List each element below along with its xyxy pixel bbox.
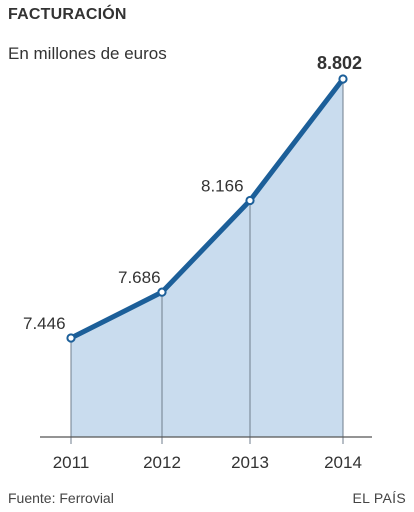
- data-label-2013: 8.166: [201, 176, 244, 195]
- x-tick-label-2014: 2014: [324, 453, 362, 472]
- x-tick-label-2012: 2012: [143, 453, 181, 472]
- x-tick-label-2013: 2013: [231, 453, 269, 472]
- source-note: Fuente: Ferrovial: [8, 490, 114, 506]
- chart-subtitle: En millones de euros: [8, 44, 167, 63]
- x-tick-label-2011: 2011: [53, 453, 90, 472]
- series-line: [68, 76, 346, 341]
- data-point-2013: [245, 195, 255, 206]
- data-label-2014: 8.802: [317, 53, 362, 73]
- data-point-2014: [338, 74, 348, 84]
- data-point-2012: [157, 287, 167, 297]
- data-point-2011: [66, 333, 76, 343]
- data-label-2011: 7.446: [23, 314, 66, 333]
- chart-title: FACTURACIÓN: [8, 6, 127, 23]
- data-label-2012: 7.686: [118, 268, 161, 287]
- publisher-logo: EL PAÍS: [352, 490, 406, 506]
